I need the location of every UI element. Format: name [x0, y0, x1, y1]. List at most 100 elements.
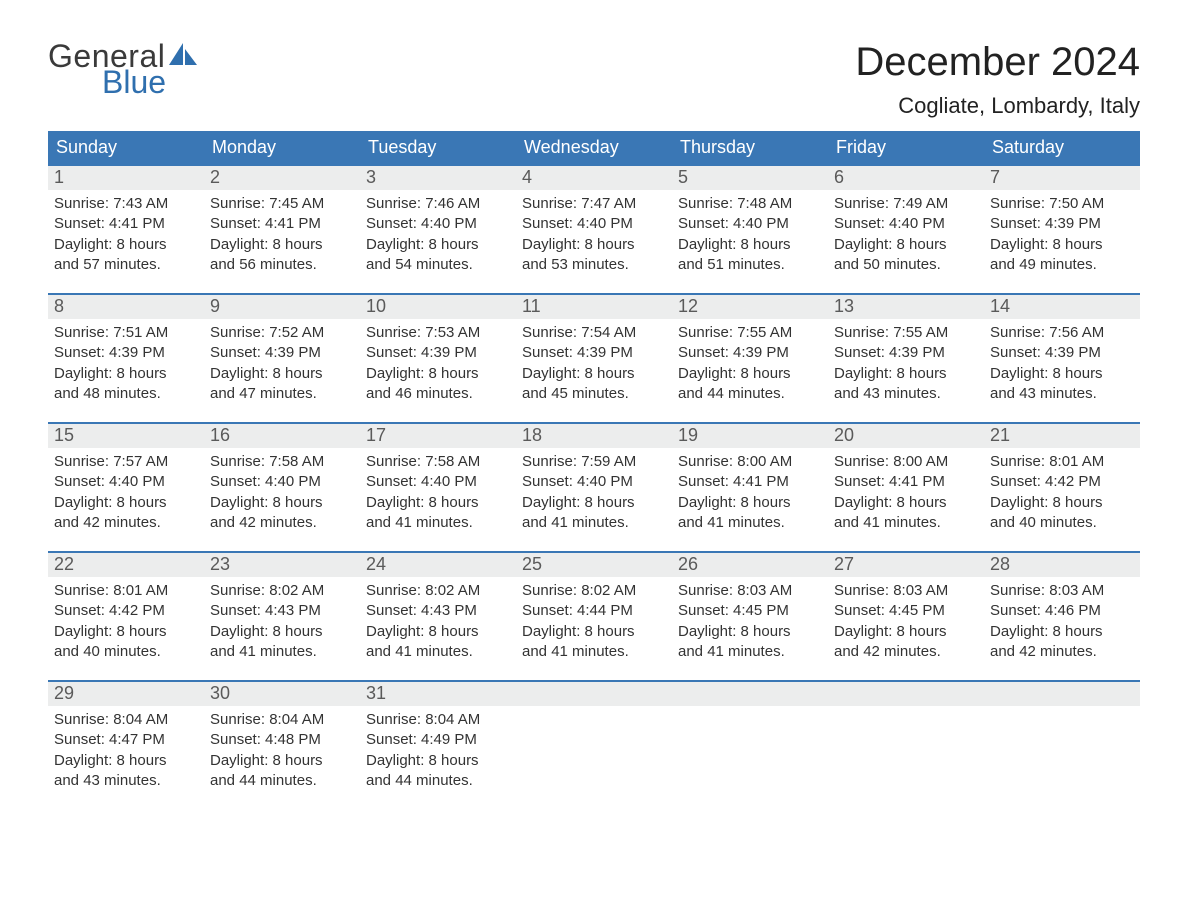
daylight-line-2: and 44 minutes.	[678, 384, 822, 404]
daylight-line-1: Daylight: 8 hours	[678, 493, 822, 513]
daylight-line-2: and 50 minutes.	[834, 255, 978, 275]
week: 1234567Sunrise: 7:43 AMSunset: 4:41 PMDa…	[48, 164, 1140, 293]
sunset-line: Sunset: 4:43 PM	[210, 601, 354, 621]
day-cell: Sunrise: 8:04 AMSunset: 4:49 PMDaylight:…	[360, 706, 516, 809]
daylight-line-1: Daylight: 8 hours	[210, 622, 354, 642]
day-number: 23	[204, 553, 360, 577]
daylight-line-1: Daylight: 8 hours	[366, 493, 510, 513]
sunset-line: Sunset: 4:40 PM	[366, 214, 510, 234]
day-body-row: Sunrise: 8:01 AMSunset: 4:42 PMDaylight:…	[48, 577, 1140, 680]
day-cell: Sunrise: 8:02 AMSunset: 4:43 PMDaylight:…	[360, 577, 516, 680]
daylight-line-2: and 41 minutes.	[366, 513, 510, 533]
sunrise-line: Sunrise: 8:02 AM	[366, 581, 510, 601]
day-number: 31	[360, 682, 516, 706]
daylight-line-2: and 42 minutes.	[834, 642, 978, 662]
sunset-line: Sunset: 4:46 PM	[990, 601, 1134, 621]
sunrise-line: Sunrise: 8:01 AM	[990, 452, 1134, 472]
day-number: 7	[984, 166, 1140, 190]
day-body-row: Sunrise: 7:57 AMSunset: 4:40 PMDaylight:…	[48, 448, 1140, 551]
day-cell: Sunrise: 8:00 AMSunset: 4:41 PMDaylight:…	[828, 448, 984, 551]
day-cell: Sunrise: 7:46 AMSunset: 4:40 PMDaylight:…	[360, 190, 516, 293]
day-number: 30	[204, 682, 360, 706]
sunset-line: Sunset: 4:42 PM	[990, 472, 1134, 492]
day-number-row: 1234567	[48, 166, 1140, 190]
day-number: 22	[48, 553, 204, 577]
location: Cogliate, Lombardy, Italy	[855, 93, 1140, 119]
day-cell: Sunrise: 7:52 AMSunset: 4:39 PMDaylight:…	[204, 319, 360, 422]
day-cell: Sunrise: 8:02 AMSunset: 4:43 PMDaylight:…	[204, 577, 360, 680]
day-cell: Sunrise: 7:55 AMSunset: 4:39 PMDaylight:…	[828, 319, 984, 422]
sunrise-line: Sunrise: 7:55 AM	[834, 323, 978, 343]
daylight-line-1: Daylight: 8 hours	[522, 235, 666, 255]
daylight-line-2: and 49 minutes.	[990, 255, 1134, 275]
day-number: 29	[48, 682, 204, 706]
sunset-line: Sunset: 4:39 PM	[990, 214, 1134, 234]
daylight-line-1: Daylight: 8 hours	[210, 493, 354, 513]
day-cell: Sunrise: 7:47 AMSunset: 4:40 PMDaylight:…	[516, 190, 672, 293]
week: 15161718192021Sunrise: 7:57 AMSunset: 4:…	[48, 422, 1140, 551]
daylight-line-1: Daylight: 8 hours	[990, 364, 1134, 384]
daylight-line-1: Daylight: 8 hours	[990, 235, 1134, 255]
day-header: Saturday	[984, 131, 1140, 164]
sunrise-line: Sunrise: 7:46 AM	[366, 194, 510, 214]
daylight-line-1: Daylight: 8 hours	[210, 235, 354, 255]
day-cell: Sunrise: 7:58 AMSunset: 4:40 PMDaylight:…	[204, 448, 360, 551]
week: 22232425262728Sunrise: 8:01 AMSunset: 4:…	[48, 551, 1140, 680]
daylight-line-2: and 47 minutes.	[210, 384, 354, 404]
day-number: 1	[48, 166, 204, 190]
sunset-line: Sunset: 4:39 PM	[210, 343, 354, 363]
week: 891011121314Sunrise: 7:51 AMSunset: 4:39…	[48, 293, 1140, 422]
daylight-line-1: Daylight: 8 hours	[366, 364, 510, 384]
day-header: Friday	[828, 131, 984, 164]
day-cell: Sunrise: 7:51 AMSunset: 4:39 PMDaylight:…	[48, 319, 204, 422]
daylight-line-2: and 41 minutes.	[522, 642, 666, 662]
day-number-row: 293031....	[48, 682, 1140, 706]
sunset-line: Sunset: 4:41 PM	[54, 214, 198, 234]
sunrise-line: Sunrise: 7:58 AM	[366, 452, 510, 472]
day-body-row: Sunrise: 7:43 AMSunset: 4:41 PMDaylight:…	[48, 190, 1140, 293]
day-number: 9	[204, 295, 360, 319]
daylight-line-1: Daylight: 8 hours	[210, 364, 354, 384]
daylight-line-2: and 44 minutes.	[210, 771, 354, 791]
day-number: 11	[516, 295, 672, 319]
daylight-line-1: Daylight: 8 hours	[366, 235, 510, 255]
daylight-line-1: Daylight: 8 hours	[54, 235, 198, 255]
sunset-line: Sunset: 4:39 PM	[366, 343, 510, 363]
daylight-line-2: and 40 minutes.	[54, 642, 198, 662]
day-number-row: 22232425262728	[48, 553, 1140, 577]
daylight-line-1: Daylight: 8 hours	[678, 235, 822, 255]
sunset-line: Sunset: 4:44 PM	[522, 601, 666, 621]
daylight-line-1: Daylight: 8 hours	[54, 622, 198, 642]
day-number: 21	[984, 424, 1140, 448]
sunrise-line: Sunrise: 7:52 AM	[210, 323, 354, 343]
daylight-line-1: Daylight: 8 hours	[522, 493, 666, 513]
sunrise-line: Sunrise: 8:04 AM	[210, 710, 354, 730]
sunset-line: Sunset: 4:45 PM	[834, 601, 978, 621]
page-title: December 2024	[855, 40, 1140, 85]
day-cell: Sunrise: 7:58 AMSunset: 4:40 PMDaylight:…	[360, 448, 516, 551]
day-cell: Sunrise: 8:03 AMSunset: 4:45 PMDaylight:…	[828, 577, 984, 680]
daylight-line-2: and 40 minutes.	[990, 513, 1134, 533]
day-cell: Sunrise: 7:48 AMSunset: 4:40 PMDaylight:…	[672, 190, 828, 293]
sunset-line: Sunset: 4:41 PM	[210, 214, 354, 234]
sunrise-line: Sunrise: 8:00 AM	[678, 452, 822, 472]
day-cell	[672, 706, 828, 809]
daylight-line-1: Daylight: 8 hours	[54, 364, 198, 384]
day-cell: Sunrise: 7:53 AMSunset: 4:39 PMDaylight:…	[360, 319, 516, 422]
day-cell: Sunrise: 7:54 AMSunset: 4:39 PMDaylight:…	[516, 319, 672, 422]
sunrise-line: Sunrise: 7:59 AM	[522, 452, 666, 472]
sunset-line: Sunset: 4:39 PM	[522, 343, 666, 363]
daylight-line-2: and 41 minutes.	[210, 642, 354, 662]
day-number-row: 15161718192021	[48, 424, 1140, 448]
sunrise-line: Sunrise: 8:03 AM	[678, 581, 822, 601]
day-cell: Sunrise: 7:56 AMSunset: 4:39 PMDaylight:…	[984, 319, 1140, 422]
day-number: .	[672, 682, 828, 706]
day-cell: Sunrise: 7:43 AMSunset: 4:41 PMDaylight:…	[48, 190, 204, 293]
day-cell: Sunrise: 7:55 AMSunset: 4:39 PMDaylight:…	[672, 319, 828, 422]
day-number: 24	[360, 553, 516, 577]
day-number: 12	[672, 295, 828, 319]
sunrise-line: Sunrise: 8:02 AM	[522, 581, 666, 601]
daylight-line-1: Daylight: 8 hours	[522, 364, 666, 384]
daylight-line-2: and 56 minutes.	[210, 255, 354, 275]
day-header: Thursday	[672, 131, 828, 164]
